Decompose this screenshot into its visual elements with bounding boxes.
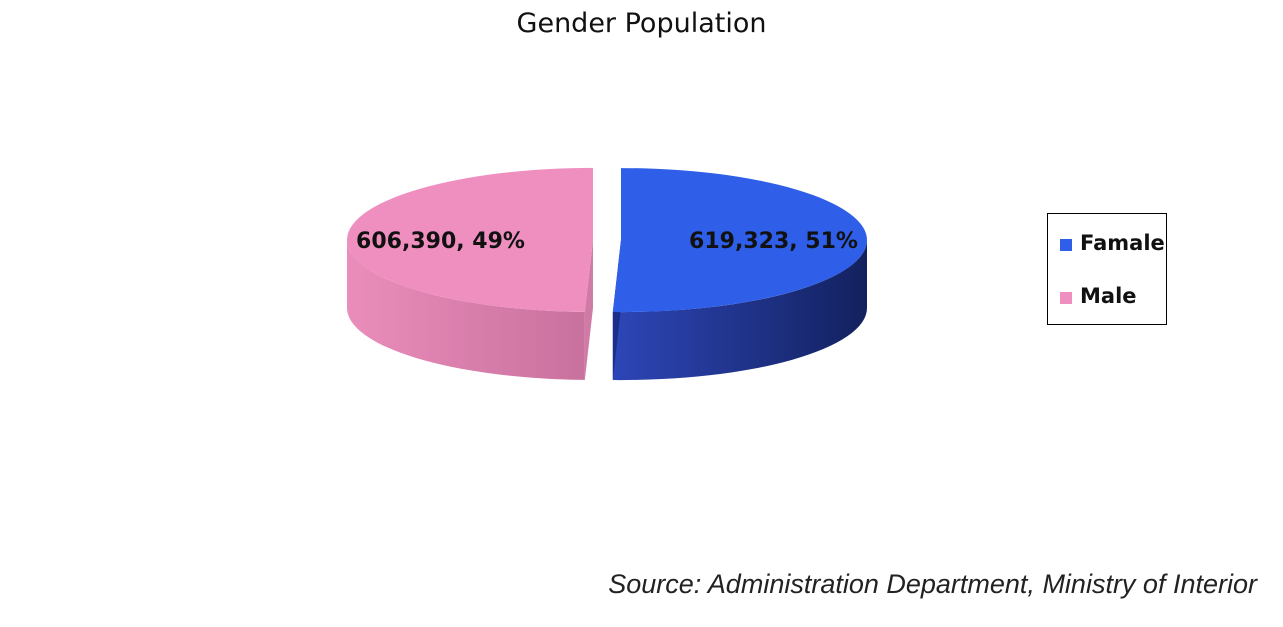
legend-label-famale: Famale: [1080, 231, 1165, 255]
source-note: Source: Administration Department, Minis…: [608, 569, 1257, 599]
legend-swatch-male: [1060, 292, 1072, 304]
data-label-male: 606,390, 49%: [356, 229, 525, 254]
chart-legend: Famale Male: [1047, 213, 1167, 325]
chart-title: Gender Population: [516, 8, 767, 39]
pie-slice-male: [347, 167, 594, 312]
data-label-famale: 619,323, 51%: [689, 229, 858, 254]
pie-slice-famale: [612, 168, 867, 313]
pie-side-male: [347, 239, 585, 380]
pie-side-famale: [612, 240, 867, 381]
legend-label-male: Male: [1080, 284, 1137, 308]
pie-cut-male-0: [584, 239, 594, 380]
legend-swatch-famale: [1060, 239, 1072, 251]
